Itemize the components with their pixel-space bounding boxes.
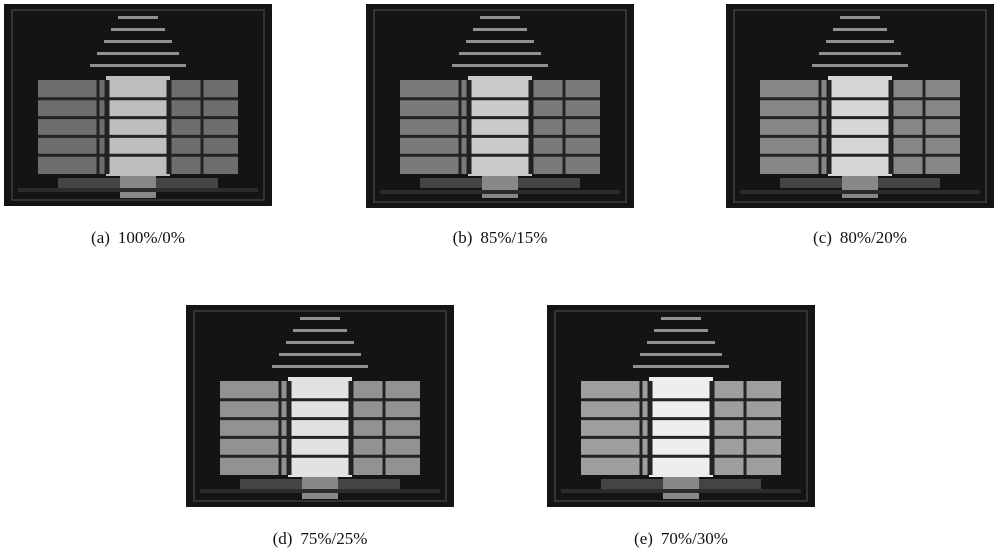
stripe <box>473 28 527 31</box>
subfigure: (e)70%/30% <box>547 305 815 507</box>
label: (b) <box>453 228 473 247</box>
caption: (d) 75%/25% <box>186 529 454 549</box>
caption-text: 70%/30% <box>661 529 728 548</box>
stripe <box>452 64 548 67</box>
stripe <box>300 317 340 320</box>
base-light <box>842 176 878 198</box>
stripe <box>661 317 701 320</box>
stripe <box>111 28 165 31</box>
stripe <box>466 40 534 43</box>
stripe <box>654 329 708 332</box>
stripe <box>647 341 715 344</box>
floor <box>18 188 258 192</box>
subfigure: (d)75%/25% <box>186 305 454 507</box>
label: (e) <box>634 529 653 548</box>
figure-page: (a) 100%/0% (b) 85%/15% (c) 80%/20% (d) 75%/… <box>0 0 995 556</box>
photo <box>4 4 272 206</box>
floor <box>200 489 440 493</box>
subfigure: (a)100%/0% <box>4 4 272 206</box>
floor <box>740 190 980 194</box>
stripe <box>840 16 880 19</box>
photo <box>547 305 815 507</box>
stripe <box>272 365 368 368</box>
center-panel <box>828 76 892 176</box>
stripe <box>819 52 901 55</box>
stripe <box>480 16 520 19</box>
caption: (b) 85%/15% <box>366 228 634 248</box>
base-light <box>120 176 156 198</box>
label: (a) <box>91 228 110 247</box>
stripe <box>459 52 541 55</box>
caption: (a) 100%/0% <box>4 228 272 248</box>
floor <box>380 190 620 194</box>
caption-text: 80%/20% <box>840 228 907 247</box>
stripe <box>812 64 908 67</box>
stripe <box>826 40 894 43</box>
caption-text: 85%/15% <box>480 228 547 247</box>
base-light <box>663 477 699 499</box>
subfigure: (b)85%/15% <box>366 4 634 208</box>
stripe <box>279 353 361 356</box>
subfigure: (c)80%/20% <box>726 4 994 208</box>
stripe <box>633 365 729 368</box>
stripe <box>293 329 347 332</box>
photo <box>726 4 994 208</box>
stripe <box>90 64 186 67</box>
photo <box>366 4 634 208</box>
stripe <box>286 341 354 344</box>
stripe <box>640 353 722 356</box>
caption: (c) 80%/20% <box>726 228 994 248</box>
label: (c) <box>813 228 832 247</box>
stripe <box>97 52 179 55</box>
center-panel <box>468 76 532 176</box>
label: (d) <box>273 529 293 548</box>
center-panel <box>106 76 170 176</box>
stripe <box>833 28 887 31</box>
center-panel <box>649 377 713 477</box>
stripe <box>118 16 158 19</box>
base-light <box>482 176 518 198</box>
photo <box>186 305 454 507</box>
base-light <box>302 477 338 499</box>
caption: (e) 70%/30% <box>547 529 815 549</box>
floor <box>561 489 801 493</box>
caption-text: 75%/25% <box>300 529 367 548</box>
center-panel <box>288 377 352 477</box>
caption-text: 100%/0% <box>118 228 185 247</box>
stripe <box>104 40 172 43</box>
